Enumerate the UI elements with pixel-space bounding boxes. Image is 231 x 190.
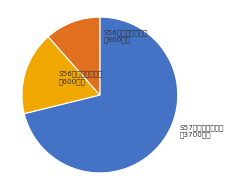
Wedge shape: [48, 17, 99, 95]
Text: S57以降耐震性あり
約3700万戸: S57以降耐震性あり 約3700万戸: [179, 124, 223, 138]
Text: S56以前耐震性あり
約600万戸: S56以前耐震性あり 約600万戸: [59, 71, 103, 85]
Text: S56以前耐震性不足
約900万戸: S56以前耐震性不足 約900万戸: [103, 29, 148, 43]
Wedge shape: [24, 17, 177, 173]
Wedge shape: [22, 37, 99, 114]
